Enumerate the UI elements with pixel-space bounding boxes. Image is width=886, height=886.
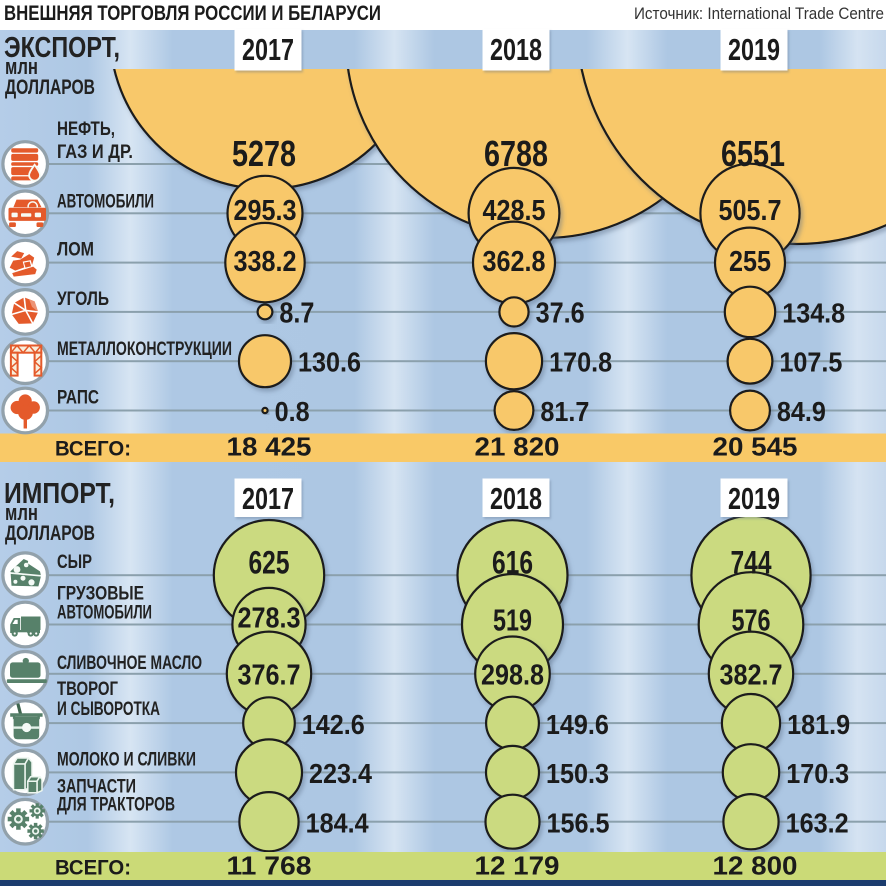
svg-text:149.6: 149.6	[546, 709, 609, 740]
svg-text:ВСЕГО:: ВСЕГО:	[55, 856, 131, 880]
svg-text:376.7: 376.7	[238, 659, 301, 691]
svg-text:428.5: 428.5	[483, 195, 546, 227]
svg-text:298.8: 298.8	[481, 659, 544, 691]
svg-text:6788: 6788	[484, 133, 548, 174]
svg-text:ДОЛЛАРОВ: ДОЛЛАРОВ	[5, 75, 95, 99]
svg-text:2019: 2019	[728, 32, 780, 67]
svg-text:млн: млн	[5, 54, 38, 79]
svg-text:142.6: 142.6	[302, 709, 365, 740]
svg-text:2017: 2017	[242, 481, 294, 516]
svg-text:ГРУЗОВЫЕ: ГРУЗОВЫЕ	[57, 584, 144, 605]
svg-text:625: 625	[249, 545, 290, 581]
svg-text:ЭКСПОРТ,: ЭКСПОРТ,	[4, 32, 120, 64]
svg-text:20 545: 20 545	[713, 432, 798, 462]
svg-text:млн: млн	[5, 500, 38, 525]
svg-text:ЛОМ: ЛОМ	[57, 240, 94, 261]
svg-text:21 820: 21 820	[475, 432, 560, 462]
svg-text:18 425: 18 425	[227, 432, 312, 462]
svg-text:0.8: 0.8	[275, 396, 310, 427]
svg-text:338.2: 338.2	[234, 246, 297, 278]
svg-text:84.9: 84.9	[777, 396, 826, 427]
svg-text:НЕФТЬ,: НЕФТЬ,	[57, 119, 115, 140]
svg-text:АВТОМОБИЛИ: АВТОМОБИЛИ	[57, 191, 154, 212]
svg-text:МЕТАЛЛОКОНСТРУКЦИИ: МЕТАЛЛОКОНСТРУКЦИИ	[57, 339, 232, 360]
svg-text:163.2: 163.2	[786, 807, 849, 838]
svg-text:181.9: 181.9	[787, 709, 850, 740]
svg-text:ЗАПЧАСТИ: ЗАПЧАСТИ	[57, 777, 136, 798]
svg-text:12 179: 12 179	[475, 851, 560, 881]
svg-text:2018: 2018	[490, 481, 542, 516]
svg-text:278.3: 278.3	[238, 603, 301, 635]
svg-text:107.5: 107.5	[779, 346, 842, 377]
svg-text:81.7: 81.7	[540, 396, 589, 427]
svg-text:8.7: 8.7	[279, 298, 314, 330]
svg-text:382.7: 382.7	[720, 659, 783, 691]
svg-text:616: 616	[492, 545, 533, 581]
svg-text:МОЛОКО И СЛИВКИ: МОЛОКО И СЛИВКИ	[57, 749, 196, 770]
svg-text:6551: 6551	[721, 133, 785, 174]
svg-text:37.6: 37.6	[536, 298, 585, 330]
svg-text:2018: 2018	[490, 32, 542, 67]
svg-text:ВНЕШНЯЯ ТОРГОВЛЯ РОССИИ И БЕЛА: ВНЕШНЯЯ ТОРГОВЛЯ РОССИИ И БЕЛАРУСИ	[4, 1, 381, 25]
svg-text:ДЛЯ ТРАКТОРОВ: ДЛЯ ТРАКТОРОВ	[57, 795, 175, 816]
svg-text:ГАЗ И ДР.: ГАЗ И ДР.	[57, 142, 133, 163]
svg-text:295.3: 295.3	[234, 195, 297, 227]
svg-text:134.8: 134.8	[782, 298, 845, 329]
svg-text:РАПС: РАПС	[57, 388, 99, 409]
svg-text:2019: 2019	[728, 481, 780, 516]
svg-text:150.3: 150.3	[546, 758, 609, 789]
svg-text:170.3: 170.3	[786, 758, 849, 789]
svg-text:5278: 5278	[232, 133, 296, 174]
svg-text:519: 519	[493, 603, 532, 638]
svg-text:505.7: 505.7	[719, 195, 782, 227]
svg-text:223.4: 223.4	[309, 758, 372, 789]
svg-text:362.8: 362.8	[483, 246, 546, 278]
svg-text:ВСЕГО:: ВСЕГО:	[55, 437, 131, 461]
svg-text:ТВОРОГ: ТВОРОГ	[57, 679, 118, 700]
svg-text:156.5: 156.5	[547, 807, 610, 838]
svg-text:СЫР: СЫР	[57, 552, 92, 573]
svg-text:2017: 2017	[242, 32, 294, 67]
svg-text:ИМПОРТ,: ИМПОРТ,	[4, 478, 115, 510]
svg-text:Источник: International Trade: Источник: International Trade Centre	[634, 4, 884, 23]
svg-text:170.8: 170.8	[549, 346, 612, 377]
svg-text:12 800: 12 800	[713, 851, 798, 881]
svg-text:ДОЛЛАРОВ: ДОЛЛАРОВ	[5, 521, 95, 545]
svg-text:АВТОМОБИЛИ: АВТОМОБИЛИ	[57, 603, 152, 624]
svg-text:11 768: 11 768	[227, 851, 312, 881]
svg-text:СЛИВОЧНОЕ МАСЛО: СЛИВОЧНОЕ МАСЛО	[57, 653, 202, 674]
svg-text:255: 255	[729, 246, 771, 278]
svg-text:744: 744	[731, 545, 772, 581]
svg-text:130.6: 130.6	[298, 346, 361, 377]
svg-text:184.4: 184.4	[306, 807, 369, 838]
svg-text:И СЫВОРОТКА: И СЫВОРОТКА	[57, 699, 160, 720]
svg-text:576: 576	[732, 603, 771, 638]
svg-text:УГОЛЬ: УГОЛЬ	[57, 289, 109, 310]
